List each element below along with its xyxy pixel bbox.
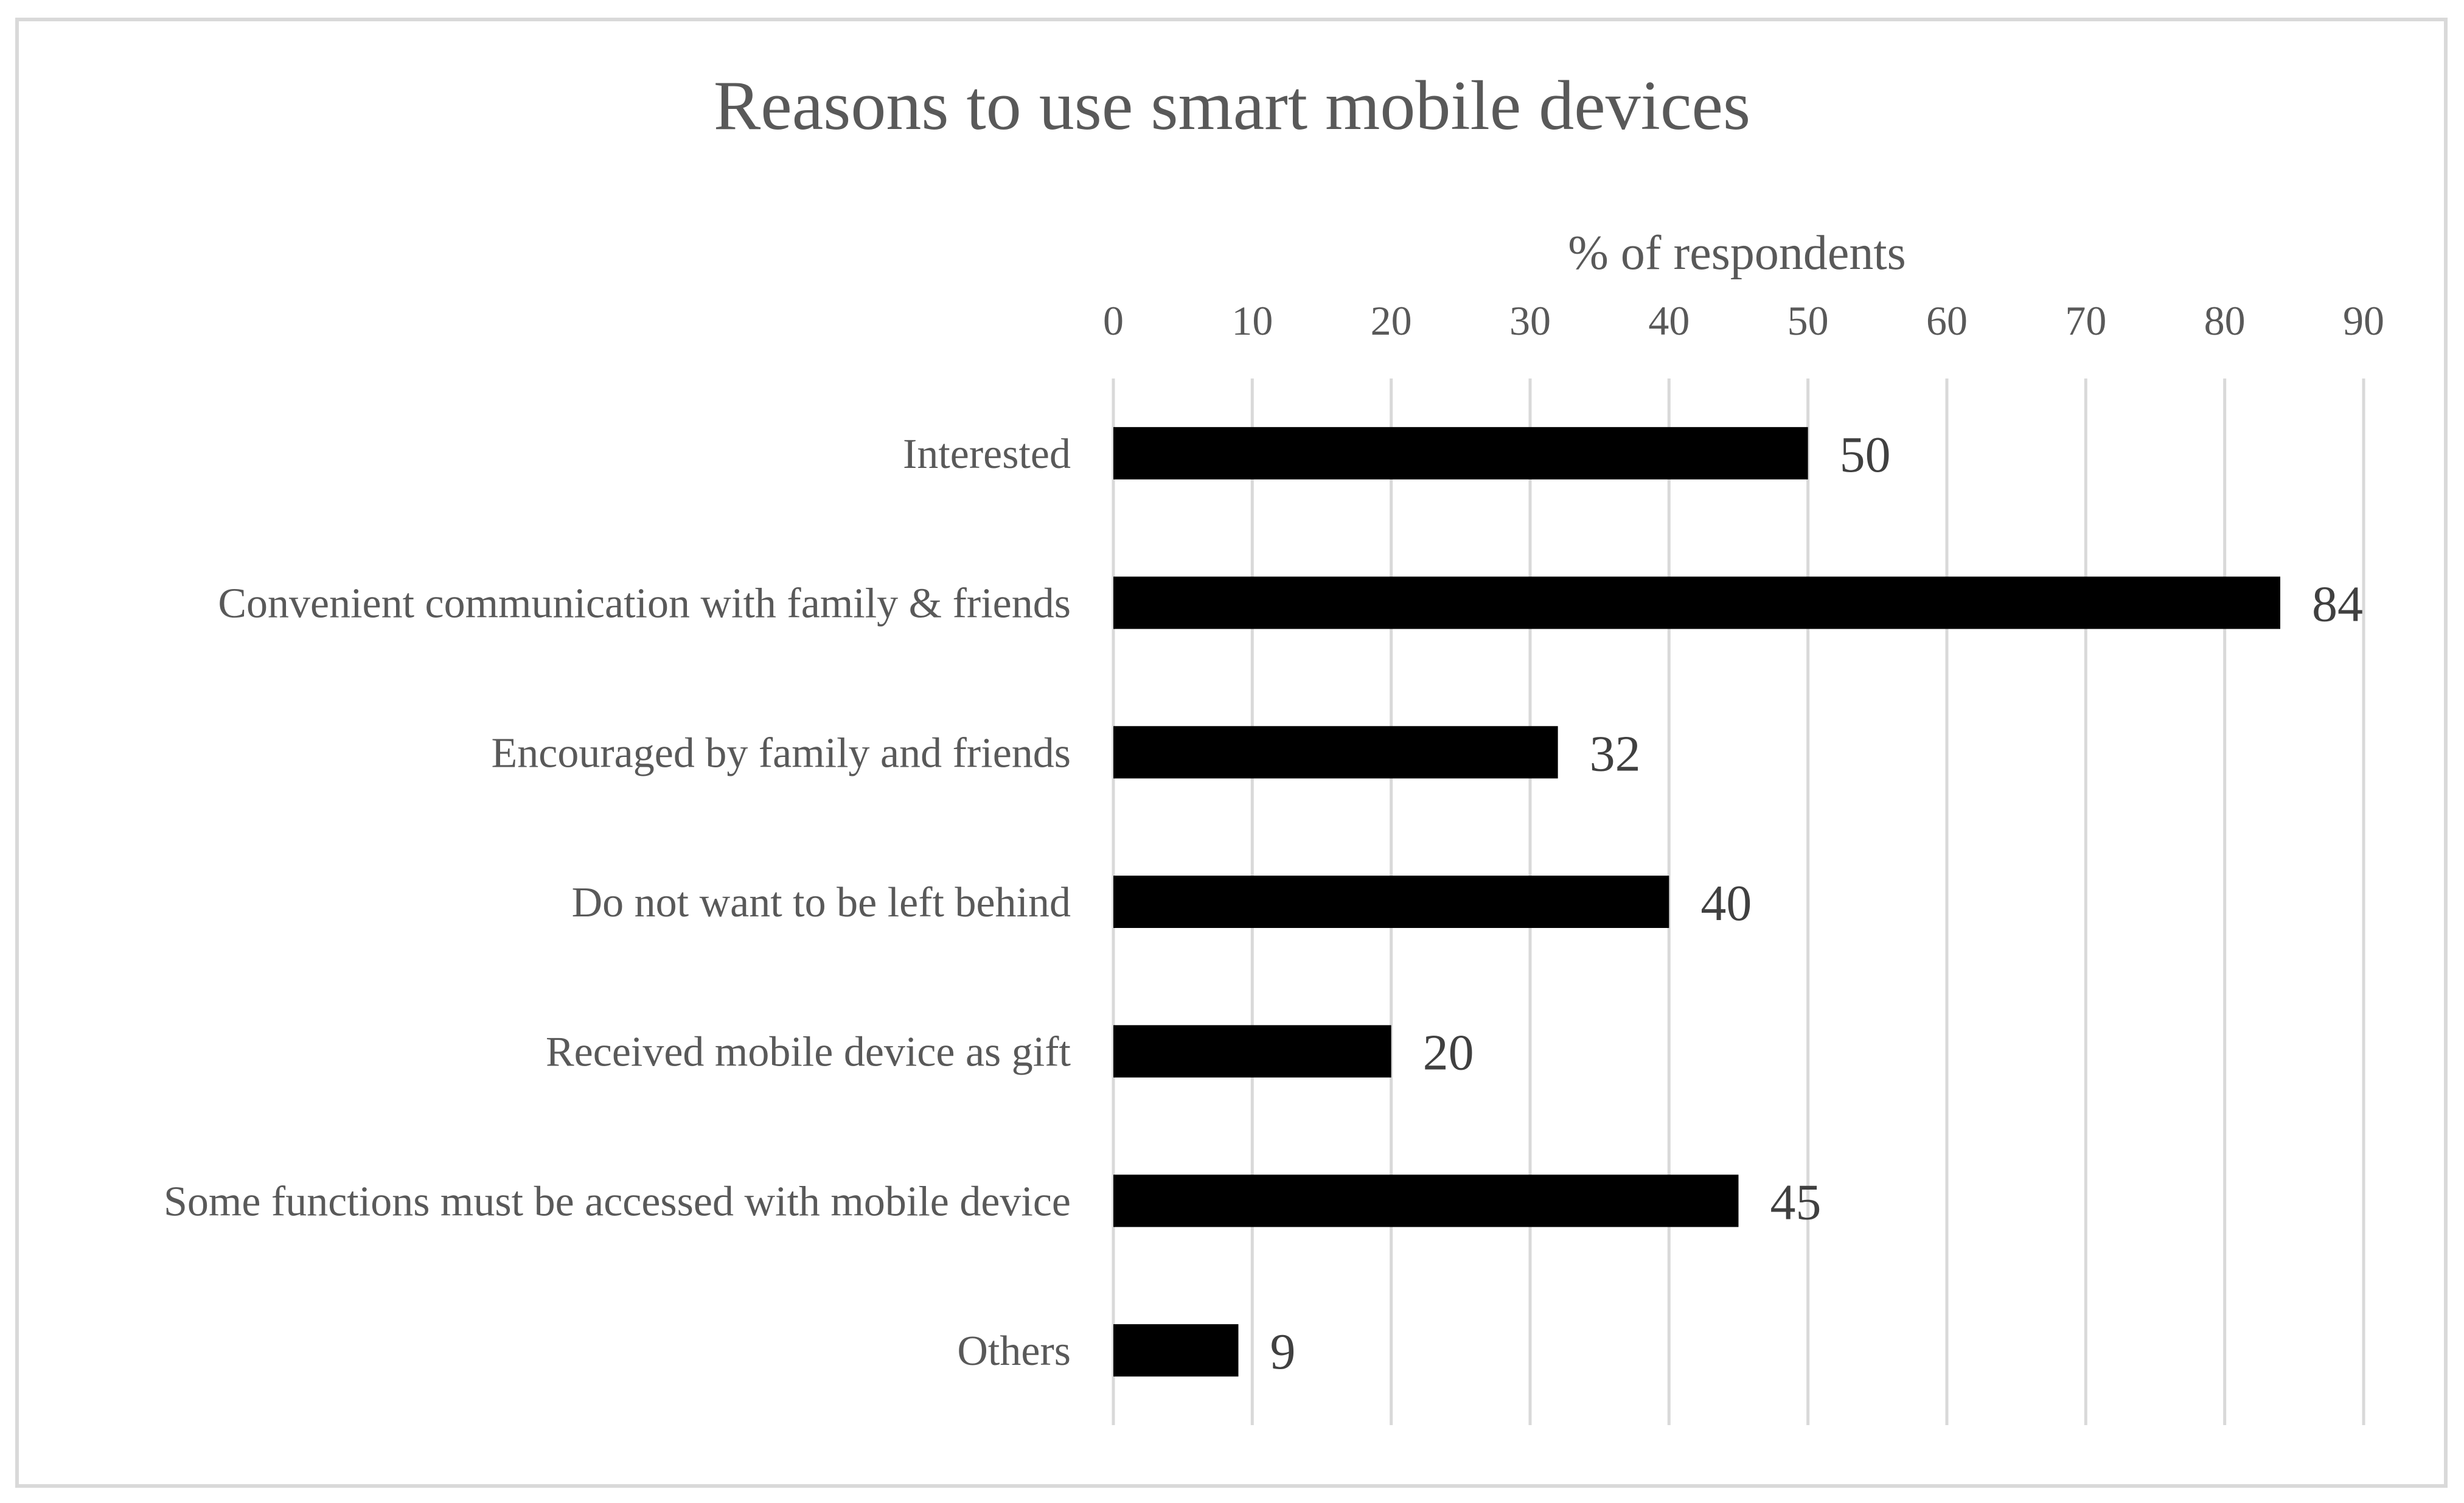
bar: [1113, 576, 2280, 629]
category-label: Others: [957, 1328, 1071, 1375]
x-axis-ticks: 0 10 20 30 40 50 60 70 80 90: [1103, 298, 2384, 344]
chart-title: Reasons to use smart mobile devices: [714, 67, 1750, 145]
x-tick-label: 80: [2204, 298, 2246, 344]
x-tick-label: 50: [1787, 298, 1829, 344]
category-label: Received mobile device as gift: [546, 1029, 1071, 1076]
x-axis-title: % of respondents: [1568, 226, 1905, 280]
category-label: Encouraged by family and friends: [492, 730, 1071, 776]
x-tick-label: 70: [2065, 298, 2106, 344]
gridlines: [1112, 378, 2365, 1425]
category-label: Interested: [903, 431, 1071, 478]
x-tick-label: 20: [1371, 298, 1412, 344]
x-tick-label: 40: [1648, 298, 1690, 344]
category-labels: Interested Convenient communication with …: [164, 431, 1071, 1375]
x-tick-label: 10: [1231, 298, 1273, 344]
data-label: 84: [2312, 576, 2363, 633]
bar: [1113, 1324, 1239, 1377]
data-label: 50: [1840, 427, 1891, 483]
bar: [1113, 1025, 1391, 1078]
x-tick-label: 90: [2343, 298, 2384, 344]
data-label: 20: [1423, 1025, 1474, 1081]
x-tick-label: 0: [1103, 298, 1124, 344]
category-label: Convenient communication with family & f…: [218, 581, 1071, 627]
data-labels: 50 84 32 40 20 45 9: [1270, 427, 2364, 1380]
bar: [1113, 427, 1808, 479]
x-tick-label: 30: [1509, 298, 1551, 344]
category-label: Do not want to be left behind: [572, 879, 1071, 926]
bar: [1113, 876, 1669, 928]
data-label: 9: [1270, 1323, 1296, 1380]
data-label: 32: [1590, 725, 1641, 782]
bars: [1113, 427, 2280, 1377]
bar: [1113, 1174, 1739, 1227]
bar: [1113, 726, 1558, 779]
data-label: 45: [1770, 1174, 1822, 1230]
category-label: Some functions must be accessed with mob…: [164, 1178, 1071, 1225]
x-tick-label: 60: [1926, 298, 1968, 344]
data-label: 40: [1700, 875, 1752, 932]
